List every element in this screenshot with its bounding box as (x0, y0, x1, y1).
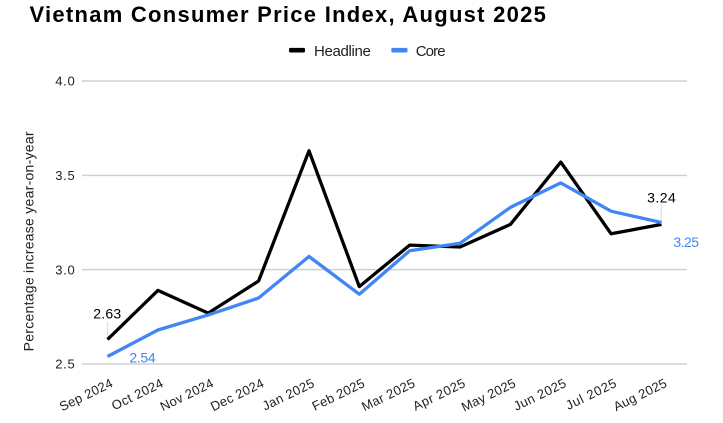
svg-text:3.5: 3.5 (55, 168, 74, 183)
svg-text:Headline: Headline (314, 43, 371, 60)
svg-text:3.0: 3.0 (55, 262, 74, 277)
svg-text:2.63: 2.63 (93, 306, 121, 322)
svg-text:2.54: 2.54 (129, 349, 156, 365)
svg-text:Core: Core (416, 43, 446, 60)
svg-text:Percentage increase year-on-ye: Percentage increase year-on-year (21, 131, 37, 351)
svg-text:3.24: 3.24 (647, 190, 676, 206)
svg-text:3.25: 3.25 (673, 234, 699, 250)
svg-text:Vietnam Consumer Price Index,: Vietnam Consumer Price Index, August 202… (30, 2, 546, 27)
svg-text:4.0: 4.0 (55, 74, 74, 89)
svg-text:2.5: 2.5 (55, 357, 74, 372)
